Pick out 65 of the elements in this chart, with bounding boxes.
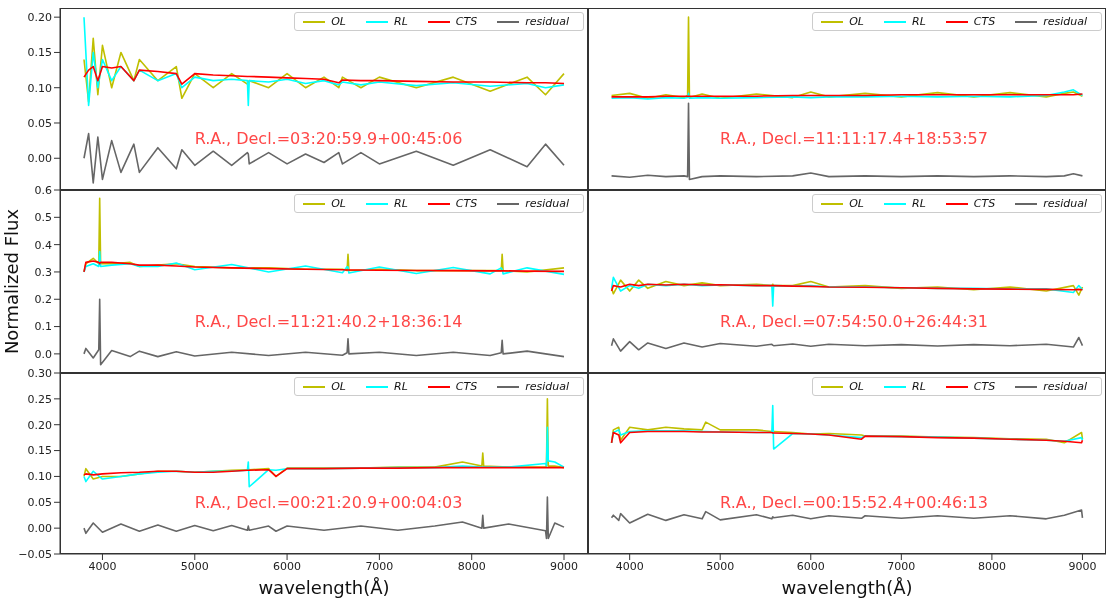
x-tick-label: 4000 <box>88 559 117 573</box>
legend-label: CTS <box>454 197 478 210</box>
y-tick-label: 0.05 <box>27 116 52 130</box>
y-tick-label: 0.3 <box>34 265 52 279</box>
x-tick-label: 9000 <box>550 559 578 573</box>
annotation: R.A., Decl.=07:54:50.0+26:44:31 <box>720 311 988 331</box>
x-tick-label: 5000 <box>706 559 735 573</box>
y-tick-label: 0.15 <box>27 46 52 60</box>
legend-label: CTS <box>454 380 478 393</box>
x-tick-label: 7000 <box>365 559 394 573</box>
x-tick-label: 8000 <box>457 559 486 573</box>
y-tick-label: 0.4 <box>34 238 52 252</box>
y-tick-label: 0.0 <box>34 347 52 361</box>
annotation: R.A., Decl.=00:15:52.4+00:46:13 <box>720 493 988 513</box>
legend-label: OL <box>848 380 864 393</box>
legend-label: RL <box>393 197 408 210</box>
x-tick-label: 7000 <box>887 559 916 573</box>
legend-label: RL <box>911 197 926 210</box>
x-tick-label: 6000 <box>273 559 302 573</box>
y-tick-label: 0.20 <box>27 418 52 432</box>
x-tick-label: 5000 <box>180 559 209 573</box>
legend-label: residual <box>524 15 569 28</box>
y-tick-label: −0.05 <box>18 547 52 561</box>
legend-label: residual <box>1042 380 1087 393</box>
legend-label: CTS <box>454 15 478 28</box>
legend-label: OL <box>330 197 346 210</box>
x-tick-label: 6000 <box>796 559 825 573</box>
legend-label: CTS <box>972 380 996 393</box>
legend-label: OL <box>848 15 864 28</box>
legend-label: residual <box>1042 197 1087 210</box>
legend-label: residual <box>524 197 569 210</box>
legend-label: RL <box>911 15 926 28</box>
legend-label: OL <box>330 380 346 393</box>
legend-label: residual <box>524 380 569 393</box>
y-tick-label: 0.10 <box>27 470 52 484</box>
y-tick-label: 0.5 <box>34 211 52 225</box>
legend-label: OL <box>848 197 864 210</box>
x-axis-title: wavelength(Å) <box>781 577 913 598</box>
annotation: R.A., Decl.=03:20:59.9+00:45:06 <box>194 129 463 149</box>
legend-label: CTS <box>972 197 996 210</box>
annotation: R.A., Decl.=11:11:17.4+18:53:57 <box>720 129 988 149</box>
x-tick-label: 9000 <box>1068 559 1097 573</box>
y-tick-label: 0.15 <box>27 444 52 458</box>
legend-label: residual <box>1042 15 1087 28</box>
y-tick-label: 0.6 <box>34 183 52 197</box>
legend-label: RL <box>911 380 926 393</box>
legend-label: RL <box>393 15 408 28</box>
x-tick-label: 8000 <box>977 559 1006 573</box>
y-tick-label: 0.2 <box>34 293 52 307</box>
y-tick-label: 0.25 <box>27 392 52 406</box>
y-tick-label: 0.1 <box>34 320 52 334</box>
legend-label: CTS <box>972 15 996 28</box>
y-tick-label: 0.00 <box>27 522 52 536</box>
annotation: R.A., Decl.=11:21:40.2+18:36:14 <box>194 311 463 331</box>
legend-label: OL <box>330 15 346 28</box>
y-tick-label: 0.00 <box>27 152 52 166</box>
y-tick-label: 0.30 <box>27 366 52 380</box>
x-axis-title: wavelength(Å) <box>258 577 390 598</box>
x-tick-label: 4000 <box>615 559 644 573</box>
y-tick-label: 0.10 <box>27 81 52 95</box>
y-axis-title: Normalized Flux <box>1 208 23 355</box>
annotation: R.A., Decl.=00:21:20.9+00:04:03 <box>194 493 463 513</box>
legend-label: RL <box>393 380 408 393</box>
y-tick-label: 0.05 <box>27 496 52 510</box>
y-tick-label: 0.20 <box>27 11 52 25</box>
